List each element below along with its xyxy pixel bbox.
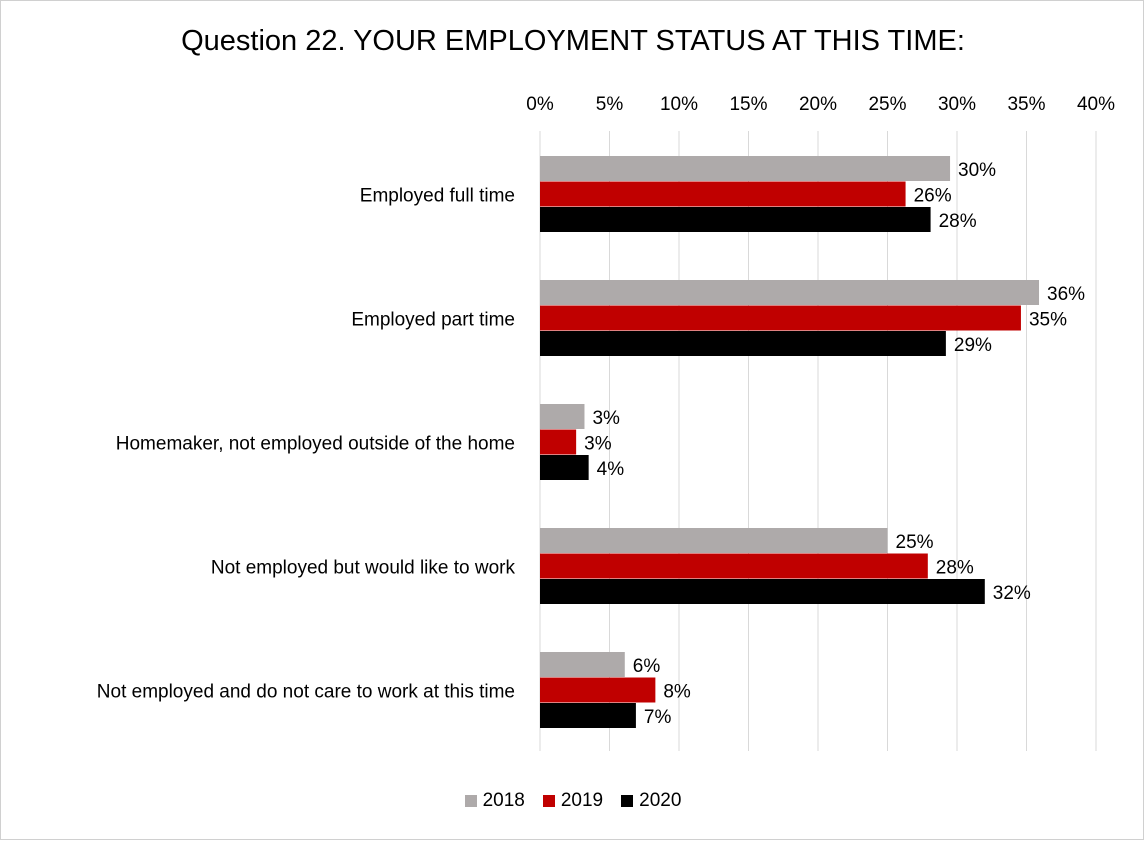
bar-2018 [540,156,951,181]
bar-2019 [540,429,577,455]
data-label: 30% [958,160,996,181]
data-label: 6% [633,656,661,677]
bar-2019 [540,305,1021,331]
legend-item-2018: 2018 [464,790,525,812]
data-label: 36% [1047,284,1085,305]
category-label: Not employed and do not care to work at … [97,681,515,702]
data-label: 32% [993,583,1031,604]
legend-swatch [464,795,477,807]
x-tick-label: 20% [799,94,837,115]
bar-2018 [540,652,625,677]
x-tick-label: 40% [1077,94,1115,115]
bar-2020 [540,703,636,728]
x-tick-label: 30% [938,94,976,115]
legend-label: 2018 [482,790,525,811]
data-label: 35% [1029,309,1067,330]
bar-2018 [540,280,1040,305]
category-label: Employed part time [351,309,515,330]
data-label: 7% [644,707,672,728]
data-label: 28% [939,211,977,232]
chart-legend: 2018 2019 2020 [1,790,1144,812]
chart-title: Question 22. YOUR EMPLOYMENT STATUS AT T… [181,25,965,57]
legend-swatch [621,795,634,807]
x-tick-label: 5% [596,94,624,115]
data-label: 26% [914,185,952,206]
bar-2020 [540,207,931,232]
bar-2020 [540,331,946,356]
data-label: 25% [896,532,934,553]
legend-label: 2019 [560,790,604,811]
data-label: 8% [663,681,691,702]
legend-swatch [542,795,555,807]
category-label: Not employed but would like to work [211,557,516,578]
data-label: 4% [597,459,625,480]
category-label: Homemaker, not employed outside of the h… [116,433,515,454]
data-label: 29% [954,335,992,356]
x-tick-label: 15% [729,94,767,115]
legend-label: 2020 [639,790,682,811]
x-tick-label: 10% [660,94,698,115]
data-label: 3% [584,433,612,454]
x-tick-label: 0% [526,94,554,115]
bar-2019 [540,553,928,579]
bar-2018 [540,404,585,429]
bar-2020 [540,455,589,480]
legend-item-2020: 2020 [621,790,681,812]
category-label: Employed full time [360,185,515,206]
x-tick-label: 25% [868,94,906,115]
bar-2019 [540,677,656,703]
bar-2020 [540,579,985,604]
data-label: 28% [936,557,974,578]
data-label: 3% [592,408,620,429]
bar-2019 [540,181,906,207]
bar-2018 [540,528,888,553]
legend-item-2019: 2019 [542,790,604,812]
x-tick-label: 35% [1007,94,1045,115]
